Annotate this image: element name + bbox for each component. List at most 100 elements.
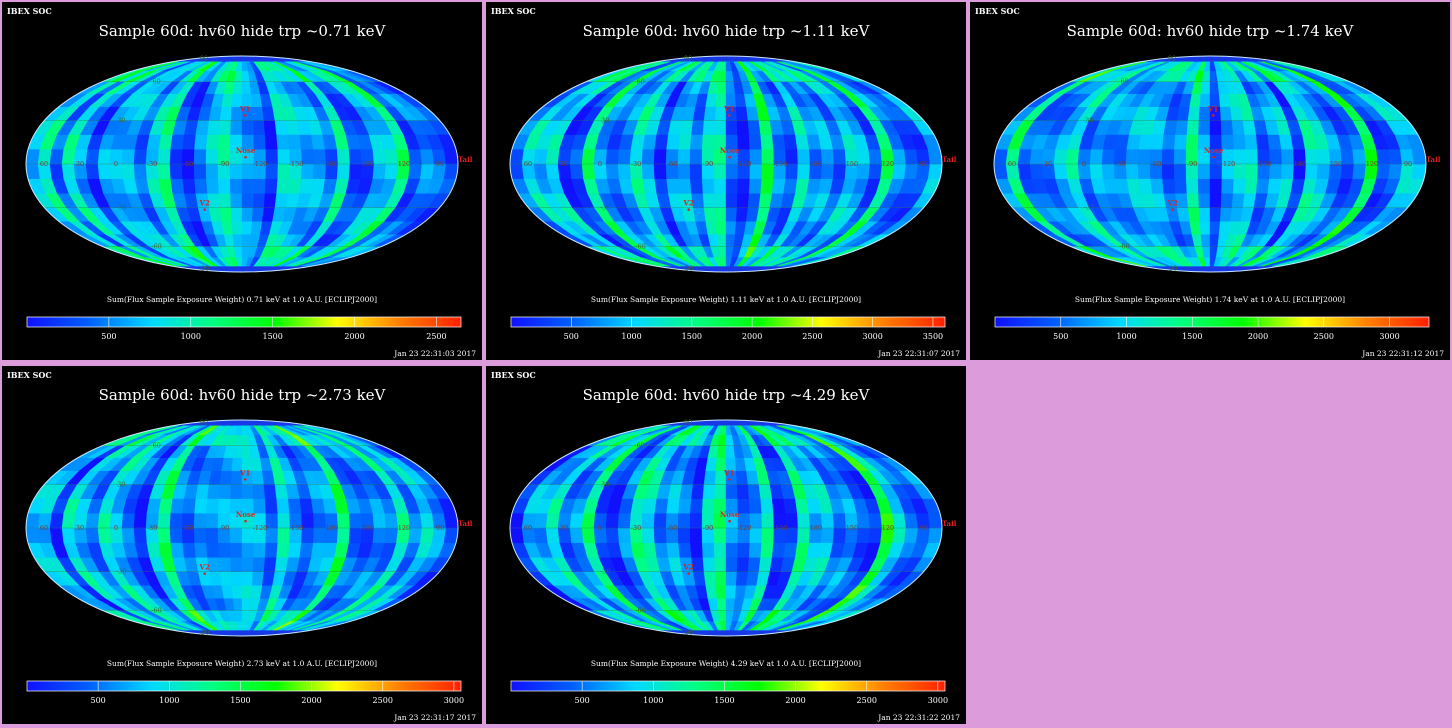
skymap-pixel	[205, 527, 219, 544]
skymap-pixel	[666, 178, 681, 194]
skymap-pixel	[229, 178, 243, 194]
skymap-pixel	[641, 163, 655, 180]
skymap-pixel	[705, 585, 718, 599]
skymap-pixel	[617, 163, 632, 180]
skymap-pixel	[641, 148, 655, 165]
colorbar-tick-label: 2500	[426, 332, 447, 341]
skymap-pixel	[169, 512, 183, 529]
skymap-pixel	[193, 512, 207, 529]
colorbar-tick-label: 500	[563, 332, 579, 341]
skymap-pixel	[221, 585, 234, 599]
skymap-pixel	[1125, 148, 1139, 165]
skymap-pixel	[725, 484, 738, 499]
marker-dot	[727, 478, 731, 481]
skymap-pixel	[241, 221, 253, 235]
skymap-pixel	[231, 221, 243, 235]
skymap-pixel	[230, 557, 243, 572]
latitude-label: -30	[116, 568, 126, 576]
skymap-pixel	[232, 81, 243, 94]
marker-label-v1: V1	[723, 468, 734, 477]
skymap-pixel	[133, 512, 148, 529]
skymap-pixel	[994, 163, 1009, 180]
skymap-pixel	[716, 445, 727, 458]
colorbar-caption: Sum(Flux Sample Exposure Weight) 0.71 ke…	[106, 295, 378, 304]
skymap-pixel	[1187, 106, 1201, 121]
skymap-pixel	[783, 178, 798, 194]
skymap-pixel	[702, 193, 716, 208]
skymap-pixel	[1255, 178, 1270, 194]
skymap-pixel	[372, 527, 387, 544]
skymap-pixel	[892, 512, 907, 529]
skymap-pixel	[904, 163, 919, 180]
skymap-pixel	[545, 148, 560, 165]
skymap-pixel	[533, 148, 548, 165]
skymap-pixel	[121, 527, 136, 544]
longitude-label: -90	[219, 524, 229, 532]
longitude-label: 180	[1294, 160, 1306, 168]
skymap-pixel	[287, 178, 302, 194]
skymap-pixel	[182, 542, 197, 558]
marker-dot	[727, 114, 731, 117]
skymap-pixel	[677, 148, 691, 165]
skymap-graphic: 60 30 0 -30 -60 -90 -120 -150 180 150 120 90 60 30 -30…	[486, 366, 957, 692]
skymap-pixel	[692, 470, 706, 485]
longitude-label: 60	[40, 524, 48, 532]
skymap-pixel	[904, 527, 919, 544]
skymap-pixel	[569, 512, 584, 529]
skymap-pixel	[299, 178, 314, 194]
skymap-pixel	[121, 148, 136, 165]
longitude-label: 180	[810, 160, 822, 168]
skymap-pixel	[85, 527, 100, 544]
skymap-pixel	[747, 484, 761, 499]
skymap-pixel	[313, 163, 327, 180]
longitude-label: 180	[326, 160, 338, 168]
skymap-pixel	[194, 542, 208, 558]
skymap-pixel	[221, 93, 234, 107]
pole-label: -90	[683, 628, 693, 636]
skymap-pixel	[545, 163, 560, 180]
skymap-pixel	[736, 484, 750, 499]
skymap-pixel	[1198, 193, 1211, 208]
skymap-pixel	[703, 470, 717, 485]
skymap-pixel	[232, 234, 243, 247]
skymap-pixel	[1209, 178, 1223, 194]
skymap-pixel	[904, 148, 919, 165]
skymap-pixel	[760, 542, 774, 558]
longitude-label: 150	[846, 160, 858, 168]
skymap-pixel	[653, 163, 667, 180]
skymap-pixel	[299, 134, 314, 150]
skymap-pixel	[1316, 163, 1331, 180]
skymap-pixel	[408, 512, 423, 529]
timestamp: Jan 23 22:31:17 2017	[394, 713, 476, 722]
skymap-pixel	[642, 542, 657, 558]
skymap-pixel	[713, 178, 727, 194]
longitude-label: 180	[326, 524, 338, 532]
skymap-pixel	[533, 512, 548, 529]
skymap-pixel	[715, 221, 727, 235]
skymap-pixel	[1219, 207, 1233, 222]
skymap-pixel	[820, 512, 835, 529]
skymap-pixel	[666, 498, 681, 514]
skymap-pixel	[892, 527, 907, 544]
skymap-pixel	[206, 134, 220, 150]
skymap-pixel	[157, 512, 171, 529]
skymap-pixel	[1219, 106, 1233, 121]
skymap-pixel	[384, 148, 399, 165]
longitude-label: -60	[183, 160, 193, 168]
skymap-pixel	[713, 163, 727, 180]
longitude-label: 120	[882, 524, 894, 532]
skymap-pixel	[313, 148, 327, 165]
skymap-pixel	[1209, 221, 1221, 235]
skymap-pixel	[208, 207, 222, 222]
skymap-pixel	[194, 134, 208, 150]
skymap-pixel	[691, 120, 705, 135]
skymap-pixel	[443, 163, 458, 180]
skymap-pixel	[679, 484, 694, 499]
skymap-pixel	[748, 498, 762, 514]
longitude-label: -30	[147, 160, 157, 168]
skymap-pixel	[725, 81, 736, 94]
latitude-label: -60	[635, 242, 645, 250]
skymap-pixel	[714, 557, 727, 572]
skymap-pixel	[264, 134, 278, 150]
skymap-pixel	[241, 571, 254, 586]
